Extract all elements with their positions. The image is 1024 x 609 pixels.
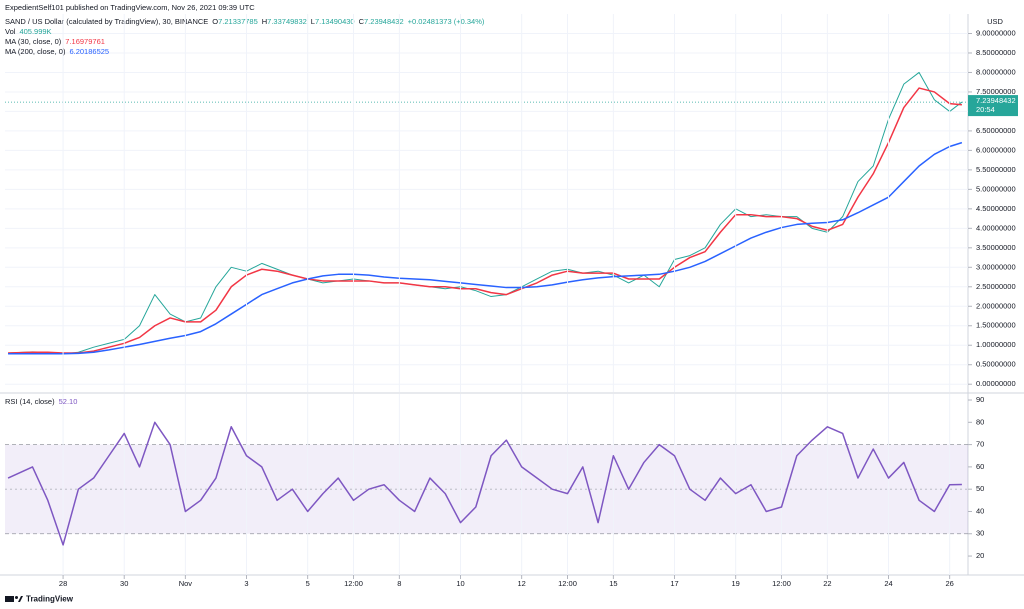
x-tick-label: 24: [884, 579, 892, 588]
footer: TradingView: [26, 595, 74, 604]
x-tick-label: 5: [306, 579, 310, 588]
legend-value: 7.16979761: [65, 37, 105, 46]
y-tick-label: 5.00000000: [976, 184, 1016, 193]
series-line: [8, 141, 963, 355]
y-tick-label: 90: [976, 395, 984, 404]
last-price-label: 7.23948432: [976, 96, 1016, 105]
y-tick-label: 70: [976, 440, 984, 449]
x-tick-label: 28: [59, 579, 67, 588]
legend-name: RSI (14, close): [5, 397, 55, 406]
ohlc-value: 7.21337785: [218, 17, 258, 26]
ohlc-key: L: [311, 17, 315, 26]
legend-entry: MA (200, close, 0) 6.20186525: [5, 47, 109, 56]
ohlc-value: 7.33749832: [267, 17, 307, 26]
y-tick-label: 80: [976, 417, 984, 426]
x-tick-label: 22: [823, 579, 831, 588]
y-tick-label: 4.00000000: [976, 223, 1016, 232]
volume-value: 405.999K: [19, 27, 51, 36]
legend-title: SAND / US Dollar (calculated by TradingV…: [5, 17, 485, 26]
legend-entry: RSI (14, close) 52.10: [5, 397, 77, 406]
y-tick-label: 50: [976, 484, 984, 493]
x-tick-label: 26: [945, 579, 953, 588]
header: ExpedientSelf101 published on TradingVie…: [5, 3, 255, 12]
x-tick-label: Nov: [179, 579, 193, 588]
x-tick-label: 12: [517, 579, 525, 588]
x-tick-label: 3: [244, 579, 248, 588]
y-tick-label: 20: [976, 551, 984, 560]
currency: USD: [987, 17, 1003, 26]
y-tick-label: 0.50000000: [976, 360, 1016, 369]
y-tick-label: 60: [976, 462, 984, 471]
y-tick-label: 0.00000000: [976, 379, 1016, 388]
tv-logo: [5, 596, 23, 602]
legend-name: MA (200, close, 0): [5, 47, 66, 56]
countdown: 20:54: [976, 105, 995, 114]
x-tick-label: 19: [731, 579, 739, 588]
last-price-box: [968, 95, 1018, 117]
legend-value: 6.20186525: [69, 47, 109, 56]
ohlc-key: C: [359, 17, 365, 26]
y-tick-label: 1.50000000: [976, 321, 1016, 330]
y-tick-label: 2.00000000: [976, 301, 1016, 310]
series-line: [7, 421, 962, 546]
x-tick-label: 30: [120, 579, 128, 588]
ohlc-value: 7.13490430: [315, 17, 355, 26]
y-tick-label: 7.50000000: [976, 87, 1016, 96]
x-tick-label: 15: [609, 579, 617, 588]
legend-volume: Vol 405.999K: [5, 27, 52, 36]
y-tick-label: 8.50000000: [976, 48, 1016, 57]
y-tick-label: 2.50000000: [976, 282, 1016, 291]
legend-symbol: SAND / US Dollar (calculated by TradingV…: [5, 17, 208, 26]
y-tick-label: 3.50000000: [976, 243, 1016, 252]
y-tick-label: 4.50000000: [976, 204, 1016, 213]
ohlc-value: 7.23948432: [364, 17, 404, 26]
y-tick-label: 3.00000000: [976, 262, 1016, 271]
x-tick-label: 17: [670, 579, 678, 588]
y-tick-label: 6.50000000: [976, 126, 1016, 135]
y-tick-label: 40: [976, 506, 984, 515]
y-tick-label: 1.00000000: [976, 340, 1016, 349]
ohlc-key: H: [262, 17, 267, 26]
y-tick-label: 8.00000000: [976, 67, 1016, 76]
legend-name: MA (30, close, 0): [5, 37, 62, 46]
ohlc-key: O: [212, 17, 218, 26]
x-tick-label: 12:00: [772, 579, 791, 588]
volume-key: Vol: [5, 27, 16, 36]
y-tick-label: 5.50000000: [976, 165, 1016, 174]
legend-entry: MA (30, close, 0) 7.16979761: [5, 37, 105, 46]
y-tick-label: 30: [976, 529, 984, 538]
x-tick-label: 10: [456, 579, 464, 588]
x-tick-label: 12:00: [344, 579, 363, 588]
y-tick-label: 9.00000000: [976, 28, 1016, 37]
legend-value: 52.10: [59, 397, 78, 406]
x-tick-label: 12:00: [558, 579, 577, 588]
ohlc-value: +0.02481373 (+0.34%): [408, 17, 485, 26]
y-tick-label: 6.00000000: [976, 145, 1016, 154]
x-tick-label: 8: [397, 579, 401, 588]
